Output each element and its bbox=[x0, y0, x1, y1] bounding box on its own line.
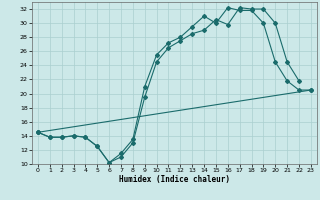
X-axis label: Humidex (Indice chaleur): Humidex (Indice chaleur) bbox=[119, 175, 230, 184]
